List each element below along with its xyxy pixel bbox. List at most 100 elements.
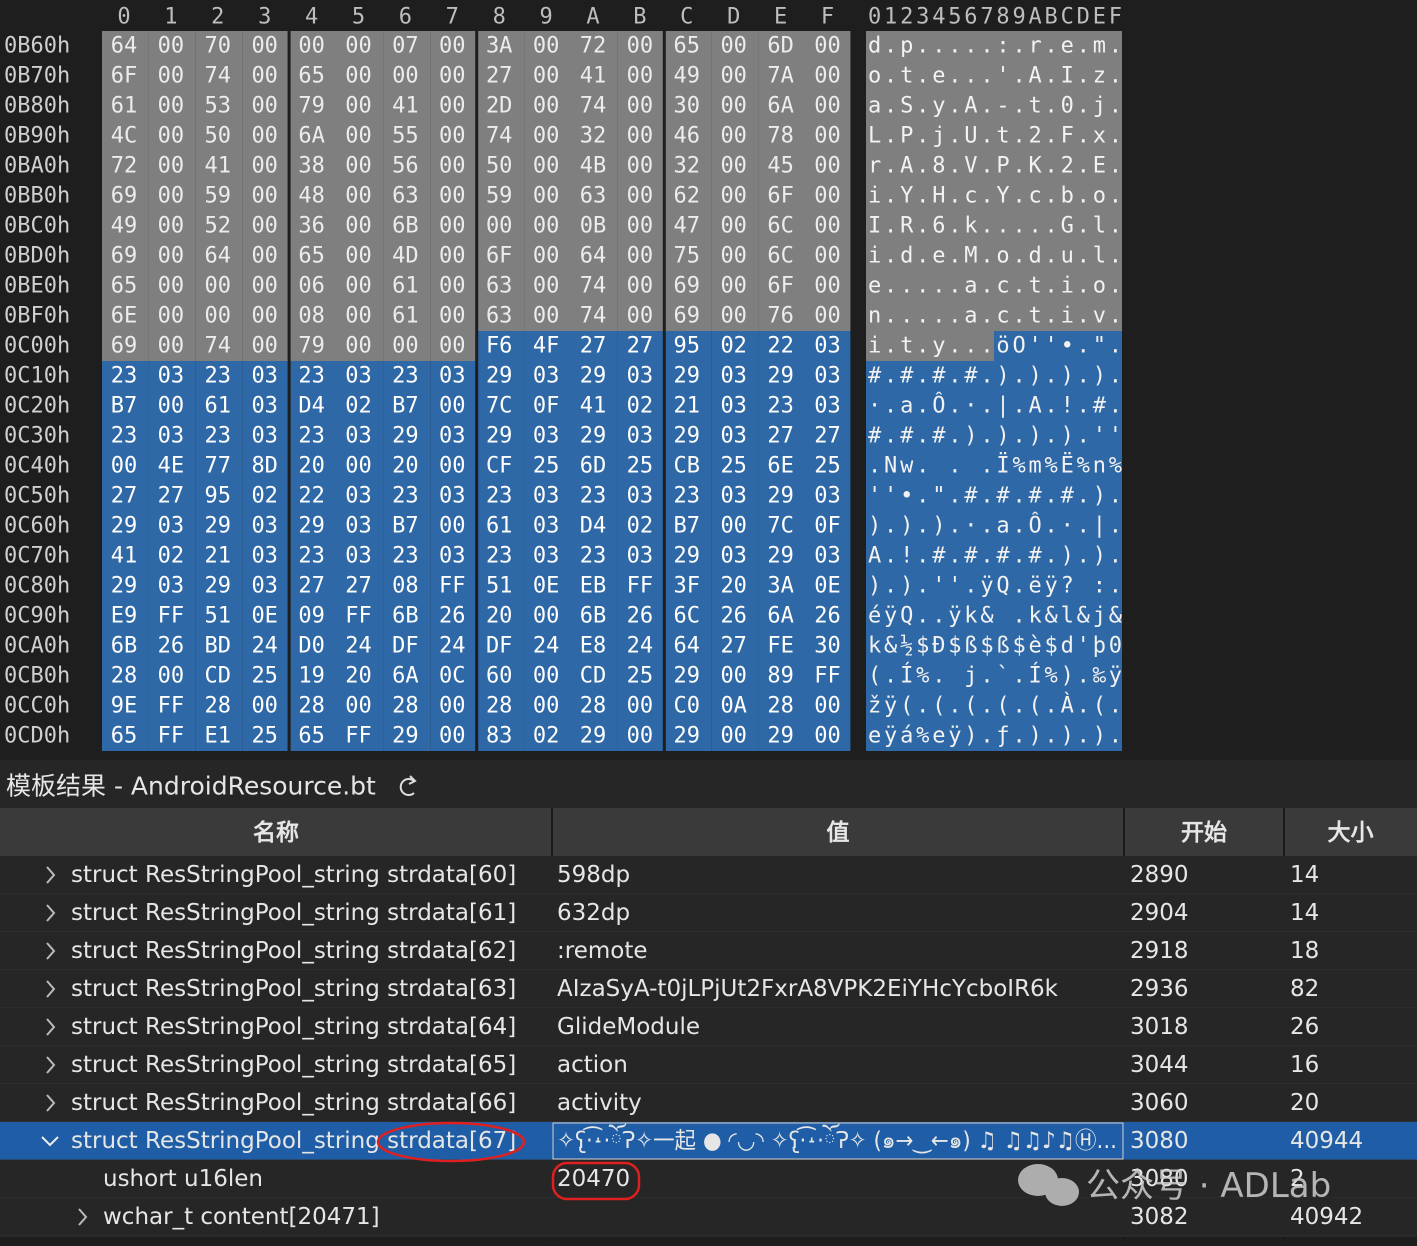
byte-cell	[102, 181, 149, 211]
ascii-cell	[978, 151, 994, 181]
hex-byte: 20	[345, 664, 372, 689]
byte-cell	[242, 331, 288, 361]
hex-byte: 00	[251, 64, 278, 89]
tree-row[interactable]: wchar_t content[20471] 3082 40942	[0, 1198, 1417, 1237]
ascii-cell	[1042, 391, 1058, 421]
byte-cell	[805, 61, 851, 91]
tree-row[interactable]: struct ResStringPool_string strdata[60] 5…	[0, 856, 1417, 895]
hex-byte: 00	[158, 304, 185, 329]
tree-row[interactable]: struct ResStringPool_string strdata[66] a…	[0, 1084, 1417, 1123]
row-background	[0, 1198, 1417, 1236]
byte-cell	[524, 151, 571, 181]
hex-byte: 65	[111, 724, 138, 749]
byte-cell	[148, 121, 196, 151]
byte-cell	[571, 31, 618, 61]
hex-byte: 00	[251, 334, 278, 359]
byte-cell	[290, 601, 337, 631]
tree-row[interactable]: struct ResStringPool_string strdata[65] a…	[0, 1046, 1417, 1085]
hex-byte: 00	[158, 124, 185, 149]
ascii-cell	[914, 151, 930, 181]
field-name: struct ResStringPool_string strdata[66]	[71, 1090, 516, 1116]
ascii-cell	[962, 61, 978, 91]
ascii-cell	[962, 391, 978, 421]
ascii-cell	[994, 451, 1010, 481]
byte-cell	[195, 271, 243, 301]
ascii-cell	[946, 151, 962, 181]
hex-byte: EB	[580, 574, 607, 599]
ascii-cell	[946, 511, 962, 541]
tree-row[interactable]: struct ResStringPool_string strdata[63] A…	[0, 970, 1417, 1009]
byte-cell	[430, 691, 476, 721]
column-header: 3	[258, 5, 271, 30]
ascii-cell	[930, 721, 946, 751]
tree-row[interactable]: struct ResStringPool_string strdata[61] 6…	[0, 894, 1417, 933]
hex-byte: 29	[298, 514, 325, 539]
byte-cell	[758, 541, 806, 571]
byte-cell	[430, 421, 476, 451]
tree-row[interactable]: struct ResStringPool_string strdata[62]:…	[0, 932, 1417, 971]
hex-byte: 00	[533, 664, 560, 689]
ascii-cell	[994, 421, 1010, 451]
byte-cell	[430, 241, 476, 271]
ascii-cell	[930, 271, 946, 301]
hex-byte: 00	[533, 214, 560, 239]
ascii-cell	[946, 91, 962, 121]
byte-cell	[430, 571, 476, 601]
refresh-icon[interactable]	[399, 775, 417, 796]
ascii-cell	[978, 211, 994, 241]
ascii-cell	[962, 151, 978, 181]
ascii-cell	[930, 391, 946, 421]
byte-cell	[711, 301, 759, 331]
ascii-cell	[882, 151, 898, 181]
hex-byte: 03	[814, 484, 841, 509]
byte-cell	[524, 421, 571, 451]
row-offset: 0C60h	[4, 514, 70, 539]
byte-cell	[665, 121, 712, 151]
ascii-cell	[1074, 151, 1090, 181]
hex-byte: 09	[298, 604, 325, 629]
byte-cell	[571, 571, 618, 601]
byte-cell	[571, 61, 618, 91]
field-size: 40944	[1290, 1128, 1363, 1154]
hex-byte: 75	[674, 244, 701, 269]
ascii-cell	[898, 691, 914, 721]
tree-row[interactable]: struct ResStringPool_string strdata[64] G…	[0, 1008, 1417, 1047]
hex-byte: 29	[767, 724, 794, 749]
ascii-cell	[946, 61, 962, 91]
byte-cell	[665, 721, 712, 751]
hex-byte: 28	[392, 694, 419, 719]
byte-cell	[383, 331, 431, 361]
byte-cell	[383, 361, 431, 391]
byte-cell	[242, 151, 288, 181]
hex-byte: 00	[814, 694, 841, 719]
ascii-cell	[1058, 151, 1074, 181]
ascii-cell	[882, 391, 898, 421]
hex-byte: 3A	[767, 574, 794, 599]
row-offset: 0C70h	[4, 544, 70, 569]
ascii-cell	[1026, 151, 1042, 181]
byte-cell	[617, 451, 663, 481]
ascii-cell	[882, 571, 898, 601]
ascii-cell	[946, 211, 962, 241]
hex-byte: 00	[720, 34, 747, 59]
hex-byte: 03	[345, 544, 372, 569]
ascii-cell	[1042, 541, 1058, 571]
byte-cell	[242, 211, 288, 241]
byte-cell	[195, 181, 243, 211]
hex-byte: 03	[439, 484, 466, 509]
ascii-cell	[978, 271, 994, 301]
tree-row[interactable]: ushort u16len 20470 3080 2	[0, 1160, 1417, 1199]
hex-byte: 00	[533, 694, 560, 719]
byte-cell	[148, 511, 196, 541]
hex-byte: 03	[720, 484, 747, 509]
byte-cell	[665, 91, 712, 121]
row-offset: 0C10h	[4, 364, 70, 389]
ascii-cell	[962, 571, 978, 601]
byte-cell	[805, 511, 851, 541]
byte-cell	[711, 721, 759, 751]
hex-byte: 03	[814, 334, 841, 359]
ascii-cell	[962, 31, 978, 61]
byte-cell	[102, 481, 149, 511]
ascii-cell	[882, 91, 898, 121]
tree-row[interactable]: struct ResStringPool_string strdata[67] ✧…	[0, 1122, 1417, 1161]
